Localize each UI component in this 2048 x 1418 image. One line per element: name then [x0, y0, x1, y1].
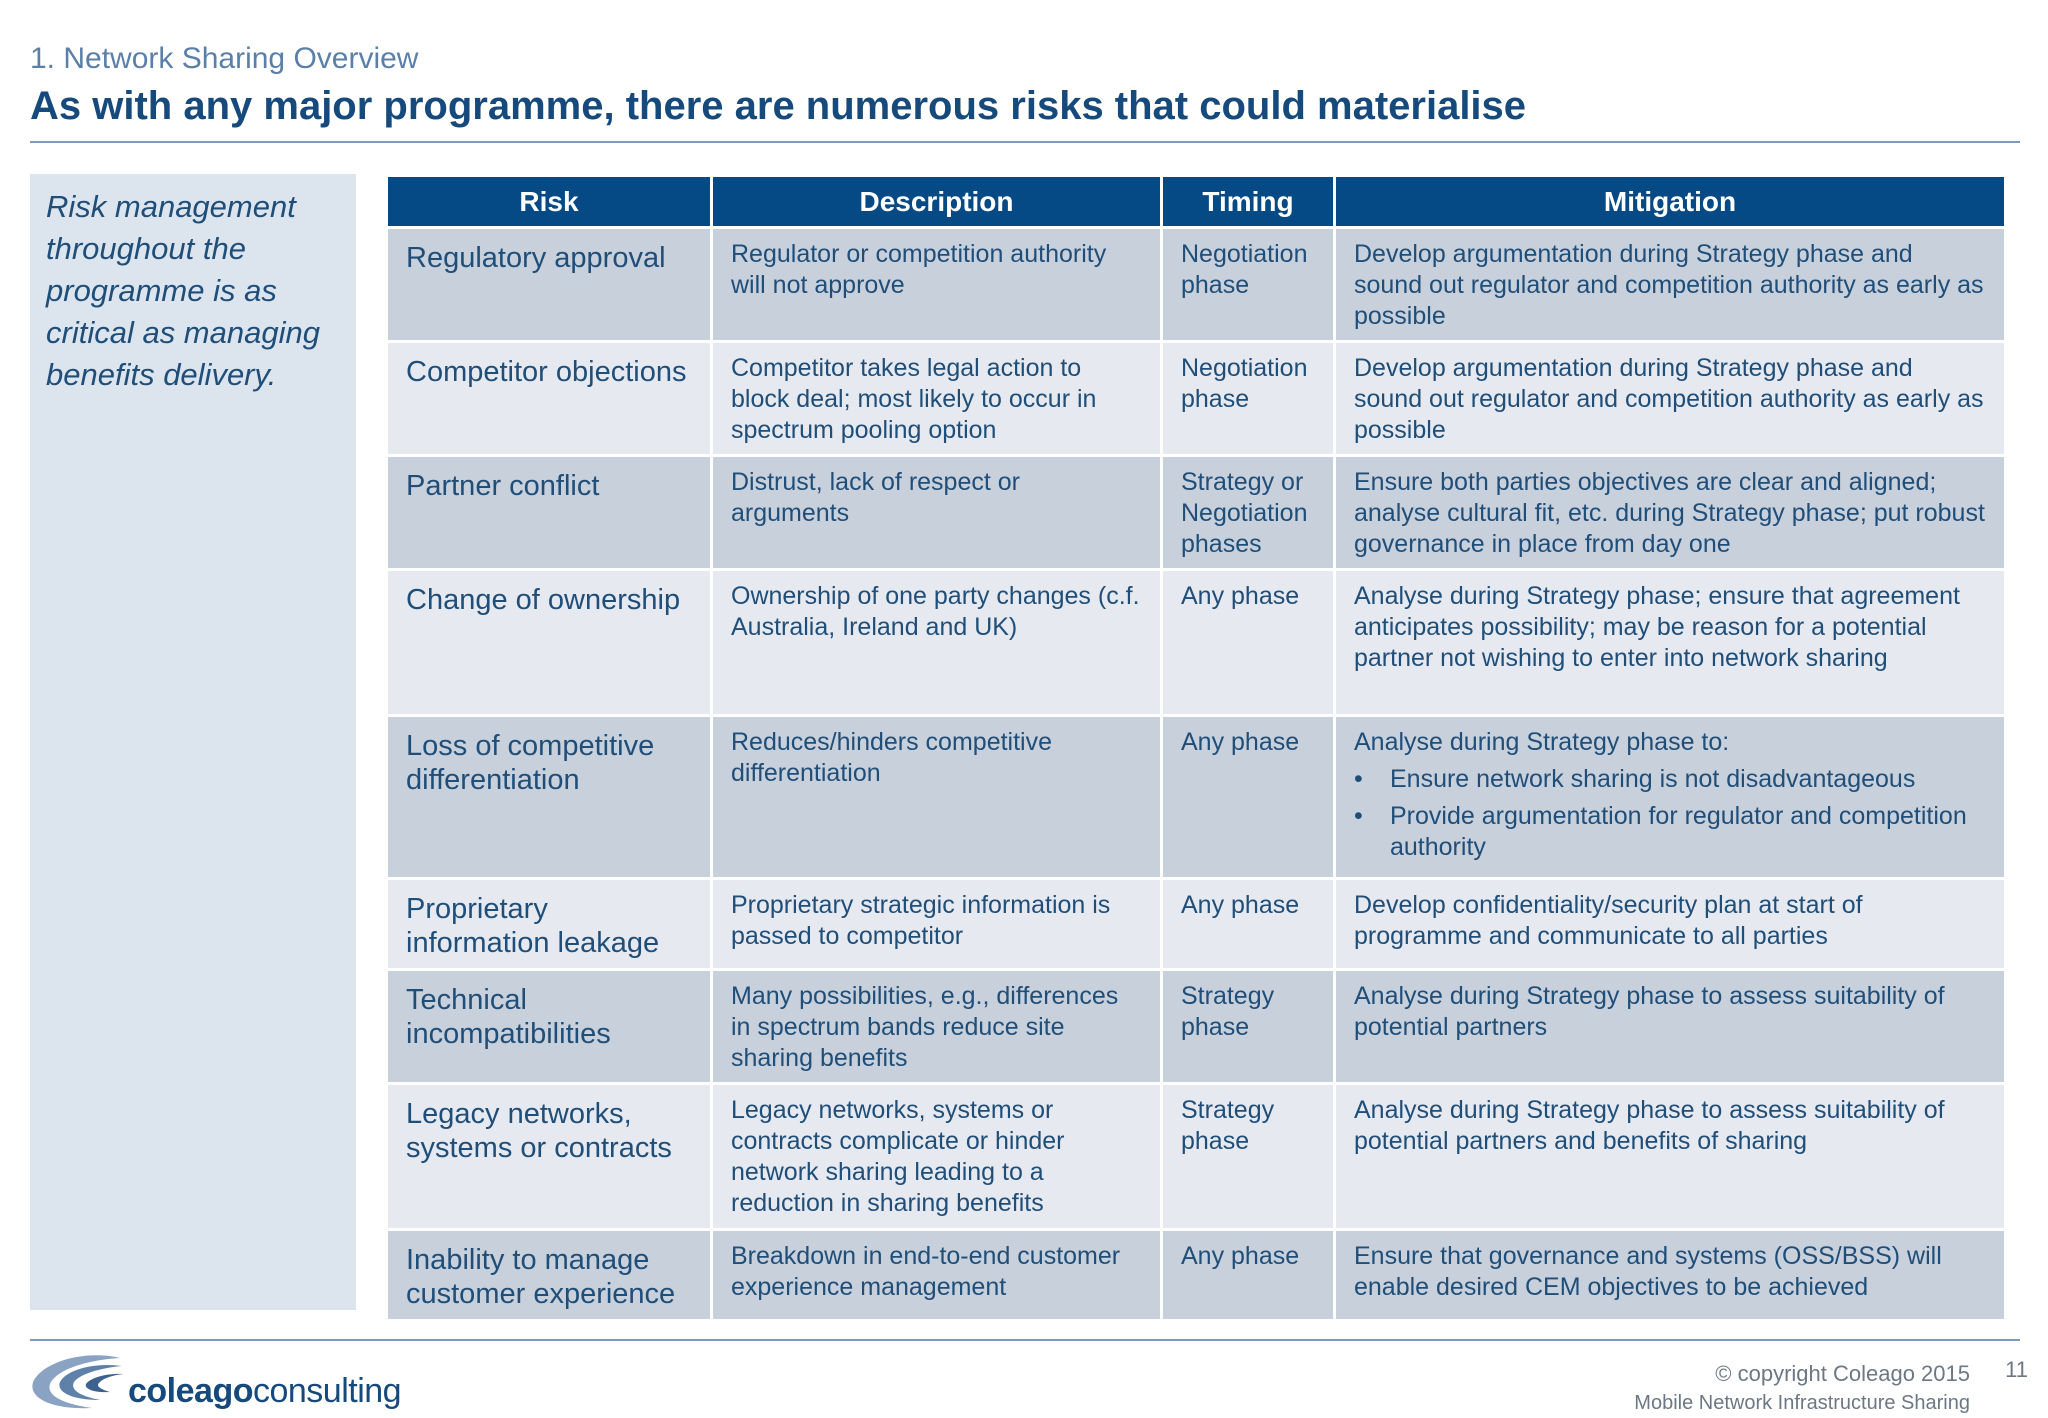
- mitigation-bullet-list: • Ensure network sharing is not disadvant…: [1354, 764, 1986, 863]
- document-name: Mobile Network Infrastructure Sharing: [1634, 1392, 1970, 1414]
- column-header-risk: Risk: [385, 174, 713, 229]
- timing-cell: Any phase: [1160, 714, 1336, 880]
- timing-cell: Strategy or Negotiation phases: [1160, 454, 1336, 571]
- table-row: Inability to manage customer experience …: [385, 1228, 2007, 1322]
- sidebar-callout-text: Risk management throughout the programme…: [46, 189, 320, 392]
- timing-cell: Strategy phase: [1160, 1082, 1336, 1231]
- timing-cell: Any phase: [1160, 1228, 1336, 1322]
- risk-cell: Partner conflict: [385, 454, 713, 571]
- table-row: Proprietary information leakage Propriet…: [385, 877, 2007, 971]
- mitigation-cell: Ensure both parties objectives are clear…: [1333, 454, 2007, 571]
- list-item: • Ensure network sharing is not disadvant…: [1354, 764, 1986, 795]
- logo-wordmark-light: consulting: [252, 1372, 402, 1410]
- bullet-text: Provide argumentation for regulator and …: [1390, 802, 1967, 861]
- mitigation-cell: Develop argumentation during Strategy ph…: [1333, 340, 2007, 457]
- timing-cell: Any phase: [1160, 877, 1336, 971]
- logo-wordmark-bold: coleago: [128, 1372, 253, 1410]
- description-cell: Regulator or competition authority will …: [710, 226, 1163, 343]
- timing-cell: Any phase: [1160, 568, 1336, 717]
- risk-cell: Loss of competitive differentiation: [385, 714, 713, 880]
- table-row: Technical incompatibilities Many possibi…: [385, 968, 2007, 1085]
- copyright-notice: © copyright Coleago 2015: [1715, 1361, 1970, 1386]
- footer-divider: [30, 1339, 2020, 1341]
- risk-cell: Legacy networks, systems or contracts: [385, 1082, 713, 1231]
- list-item: • Provide argumentation for regulator and…: [1354, 801, 1986, 863]
- sidebar-callout: Risk management throughout the programme…: [30, 174, 356, 1310]
- mitigation-cell: Analyse during Strategy phase; ensure th…: [1333, 568, 2007, 717]
- risk-cell: Inability to manage customer experience: [385, 1228, 713, 1322]
- timing-cell: Negotiation phase: [1160, 340, 1336, 457]
- mitigation-cell: Develop argumentation during Strategy ph…: [1333, 226, 2007, 343]
- mitigation-cell: Develop confidentiality/security plan at…: [1333, 877, 2007, 971]
- mitigation-cell: Analyse during Strategy phase to assess …: [1333, 968, 2007, 1085]
- risk-cell: Competitor objections: [385, 340, 713, 457]
- mitigation-intro: Analyse during Strategy phase to:: [1354, 728, 1730, 756]
- mitigation-cell: Analyse during Strategy phase to assess …: [1333, 1082, 2007, 1231]
- column-header-description: Description: [710, 174, 1163, 229]
- description-cell: Competitor takes legal action to block d…: [710, 340, 1163, 457]
- bullet-text: Ensure network sharing is not disadvanta…: [1390, 765, 1916, 793]
- risk-table: Risk Description Timing Mitigation Regul…: [385, 174, 2007, 1322]
- mitigation-cell: Ensure that governance and systems (OSS/…: [1333, 1228, 2007, 1322]
- description-cell: Breakdown in end-to-end customer experie…: [710, 1228, 1163, 1322]
- table-row: Regulatory approval Regulator or competi…: [385, 226, 2007, 343]
- description-cell: Proprietary strategic information is pas…: [710, 877, 1163, 971]
- title-divider: [30, 141, 2020, 143]
- column-header-timing: Timing: [1160, 174, 1336, 229]
- swoosh-logo-icon: [32, 1355, 123, 1409]
- bullet-icon: •: [1354, 802, 1363, 830]
- mitigation-cell: Analyse during Strategy phase to: • Ensur…: [1333, 714, 2007, 880]
- description-cell: Ownership of one party changes (c.f. Aus…: [710, 568, 1163, 717]
- timing-cell: Negotiation phase: [1160, 226, 1336, 343]
- table-row: Partner conflict Distrust, lack of respe…: [385, 454, 2007, 571]
- page-number: 11: [2005, 1357, 2028, 1382]
- column-header-mitigation: Mitigation: [1333, 174, 2007, 229]
- section-label: 1. Network Sharing Overview: [30, 42, 419, 75]
- table-row: Loss of competitive differentiation Redu…: [385, 714, 2007, 880]
- timing-cell: Strategy phase: [1160, 968, 1336, 1085]
- bullet-icon: •: [1354, 765, 1363, 793]
- table-row: Legacy networks, systems or contracts Le…: [385, 1082, 2007, 1231]
- description-cell: Many possibilities, e.g., differences in…: [710, 968, 1163, 1085]
- risk-cell: Proprietary information leakage: [385, 877, 713, 971]
- risk-cell: Regulatory approval: [385, 226, 713, 343]
- page-title: As with any major programme, there are n…: [30, 84, 1527, 128]
- description-cell: Legacy networks, systems or contracts co…: [710, 1082, 1163, 1231]
- table-header-row: Risk Description Timing Mitigation: [385, 174, 2007, 229]
- table-row: Competitor objections Competitor takes l…: [385, 340, 2007, 457]
- description-cell: Reduces/hinders competitive differentiat…: [710, 714, 1163, 880]
- coleago-logo: coleagoconsulting: [28, 1352, 402, 1414]
- table-row: Change of ownership Ownership of one par…: [385, 568, 2007, 717]
- description-cell: Distrust, lack of respect or arguments: [710, 454, 1163, 571]
- risk-cell: Technical incompatibilities: [385, 968, 713, 1085]
- risk-cell: Change of ownership: [385, 568, 713, 717]
